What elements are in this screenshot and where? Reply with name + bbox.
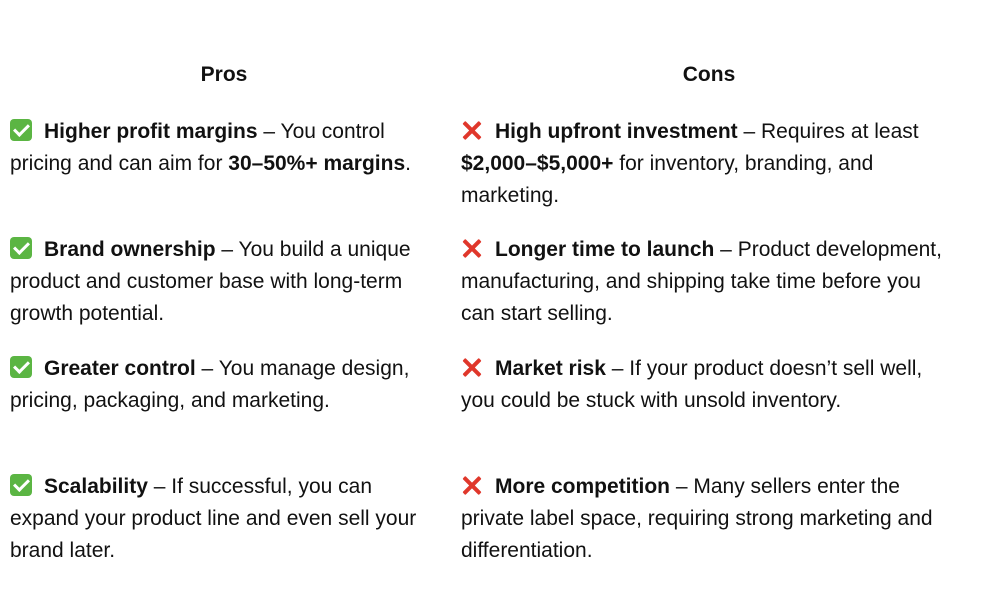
pro-item: Greater control – You manage design, pri…	[10, 353, 438, 417]
pro-item: Brand ownership – You build a unique pro…	[10, 234, 438, 330]
cross-mark-icon	[461, 119, 483, 141]
text: – You manage design, pricing, packaging,…	[10, 357, 410, 412]
con-item: High upfront investment – Requires at le…	[461, 116, 957, 212]
text: – Many sellers enter the private label s…	[461, 475, 933, 562]
bold-text: High upfront investment	[495, 120, 738, 143]
bold-text: More competition	[495, 475, 671, 498]
bold-text: 30–50%+ margins	[228, 152, 406, 175]
bold-text: Market risk	[495, 357, 606, 380]
con-item: Longer time to launch – Product developm…	[461, 234, 957, 330]
text: – Product development, manufacturing, an…	[461, 238, 942, 325]
check-mark-button-icon	[10, 237, 32, 259]
text: – If successful, you can expand your pro…	[10, 475, 417, 562]
cross-mark-icon	[461, 474, 483, 496]
bold-text: Greater control	[44, 357, 196, 380]
cons-header: Cons	[682, 63, 736, 86]
bold-text: Higher profit margins	[44, 120, 258, 143]
bold-text: Scalability	[44, 475, 148, 498]
con-item: Market risk – If your product doesn’t se…	[461, 353, 957, 417]
bold-text: Longer time to launch	[495, 238, 715, 261]
pros-header: Pros	[200, 63, 248, 86]
check-mark-button-icon	[10, 119, 32, 141]
bold-text: $2,000–$5,000+	[461, 152, 614, 175]
con-item: More competition – Many sellers enter th…	[461, 471, 957, 567]
text: – Requires at least	[737, 120, 919, 143]
check-mark-button-icon	[10, 356, 32, 378]
cross-mark-icon	[461, 237, 483, 259]
text: .	[405, 152, 411, 175]
text: for inventory, branding, and marketing.	[461, 152, 874, 207]
text: – You build a unique product and custome…	[10, 238, 411, 325]
text: – You control pricing and can aim for	[10, 120, 385, 175]
bold-text: Brand ownership	[44, 238, 216, 261]
cross-mark-icon	[461, 356, 483, 378]
pro-item: Higher profit margins – You control pric…	[10, 116, 438, 180]
check-mark-button-icon	[10, 474, 32, 496]
text: – If your product doesn’t sell well, you…	[461, 357, 923, 412]
pro-item: Scalability – If successful, you can exp…	[10, 471, 438, 567]
